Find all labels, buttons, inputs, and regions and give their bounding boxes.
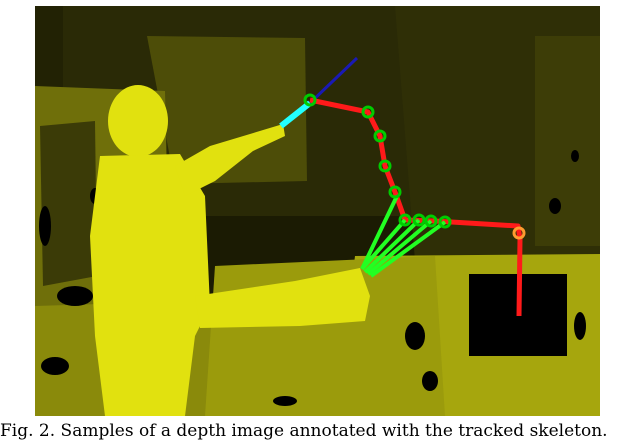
green-link	[360, 195, 399, 270]
joints	[303, 93, 452, 229]
green-link	[366, 219, 433, 276]
figure-caption: Fig. 2. Samples of a depth image annotat…	[0, 421, 608, 441]
green-link	[360, 218, 407, 271]
noise-spot	[273, 396, 297, 406]
joint-ring	[361, 105, 375, 119]
left-shelf-dark	[40, 121, 97, 286]
panel-shape	[147, 36, 307, 184]
green-link	[369, 220, 447, 278]
joint-ring	[378, 159, 392, 173]
joint-ring	[424, 214, 438, 228]
joint-ring	[388, 185, 402, 199]
joint-ring	[373, 129, 387, 143]
person-torso	[90, 154, 210, 416]
person-head	[108, 85, 168, 157]
tool-blue-segment	[308, 56, 359, 105]
joint-ring	[303, 93, 317, 107]
joint-ring	[412, 213, 426, 227]
tool-cyan-segment	[279, 100, 312, 129]
right-panel	[535, 36, 600, 246]
joint-ring	[398, 213, 412, 227]
end-joint	[512, 226, 526, 240]
red-chain	[309, 97, 523, 317]
noise-spot	[41, 357, 69, 375]
person-raised-arm	[175, 124, 285, 196]
noise-spot	[57, 286, 93, 306]
green-links	[360, 195, 447, 278]
noise-spot	[422, 371, 438, 391]
noise-spot	[39, 206, 51, 246]
green-link	[363, 218, 421, 274]
person-extended-arm	[195, 268, 370, 328]
noise-spot	[571, 150, 579, 162]
noise-spot	[405, 322, 425, 350]
noise-spot	[549, 198, 561, 214]
skeleton-overlay	[279, 56, 526, 317]
depth-image-figure	[35, 6, 600, 416]
joint-ring	[438, 215, 452, 229]
noise-spot	[574, 312, 586, 340]
person-silhouette	[90, 85, 370, 416]
depth-image	[35, 6, 600, 416]
